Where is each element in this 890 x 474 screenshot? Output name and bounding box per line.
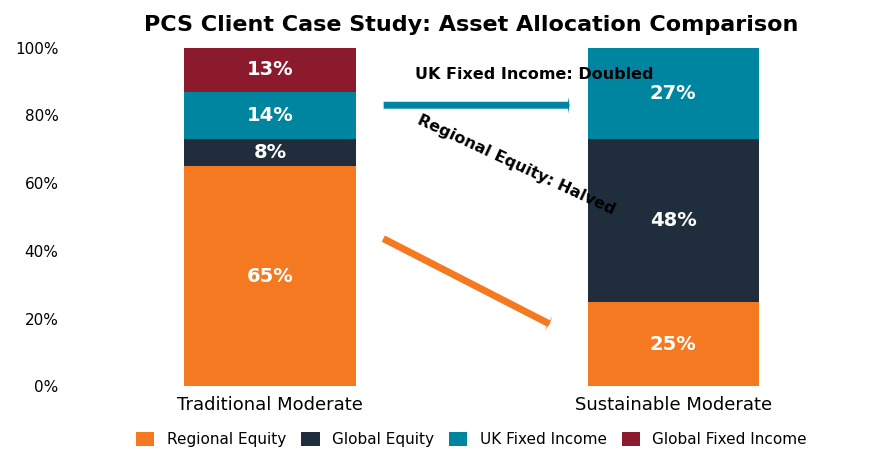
Text: 13%: 13%	[247, 60, 293, 79]
Text: 27%: 27%	[650, 84, 697, 103]
Bar	[184, 166, 356, 386]
Bar	[587, 301, 759, 386]
Bar	[184, 48, 356, 91]
Text: 65%: 65%	[247, 267, 294, 286]
Bar	[184, 139, 356, 166]
Text: 8%: 8%	[254, 143, 287, 162]
Bar	[587, 139, 759, 301]
Legend: Regional Equity, Global Equity, UK Fixed Income, Global Fixed Income: Regional Equity, Global Equity, UK Fixed…	[130, 426, 813, 453]
Bar	[587, 48, 759, 139]
Text: 14%: 14%	[247, 106, 294, 125]
Bar	[184, 91, 356, 139]
Text: 25%: 25%	[650, 335, 697, 354]
Text: UK Fixed Income: Doubled: UK Fixed Income: Doubled	[415, 66, 653, 82]
Text: 48%: 48%	[650, 211, 697, 230]
Text: Regional Equity: Halved: Regional Equity: Halved	[415, 112, 618, 217]
Title: PCS Client Case Study: Asset Allocation Comparison: PCS Client Case Study: Asset Allocation …	[144, 15, 799, 35]
